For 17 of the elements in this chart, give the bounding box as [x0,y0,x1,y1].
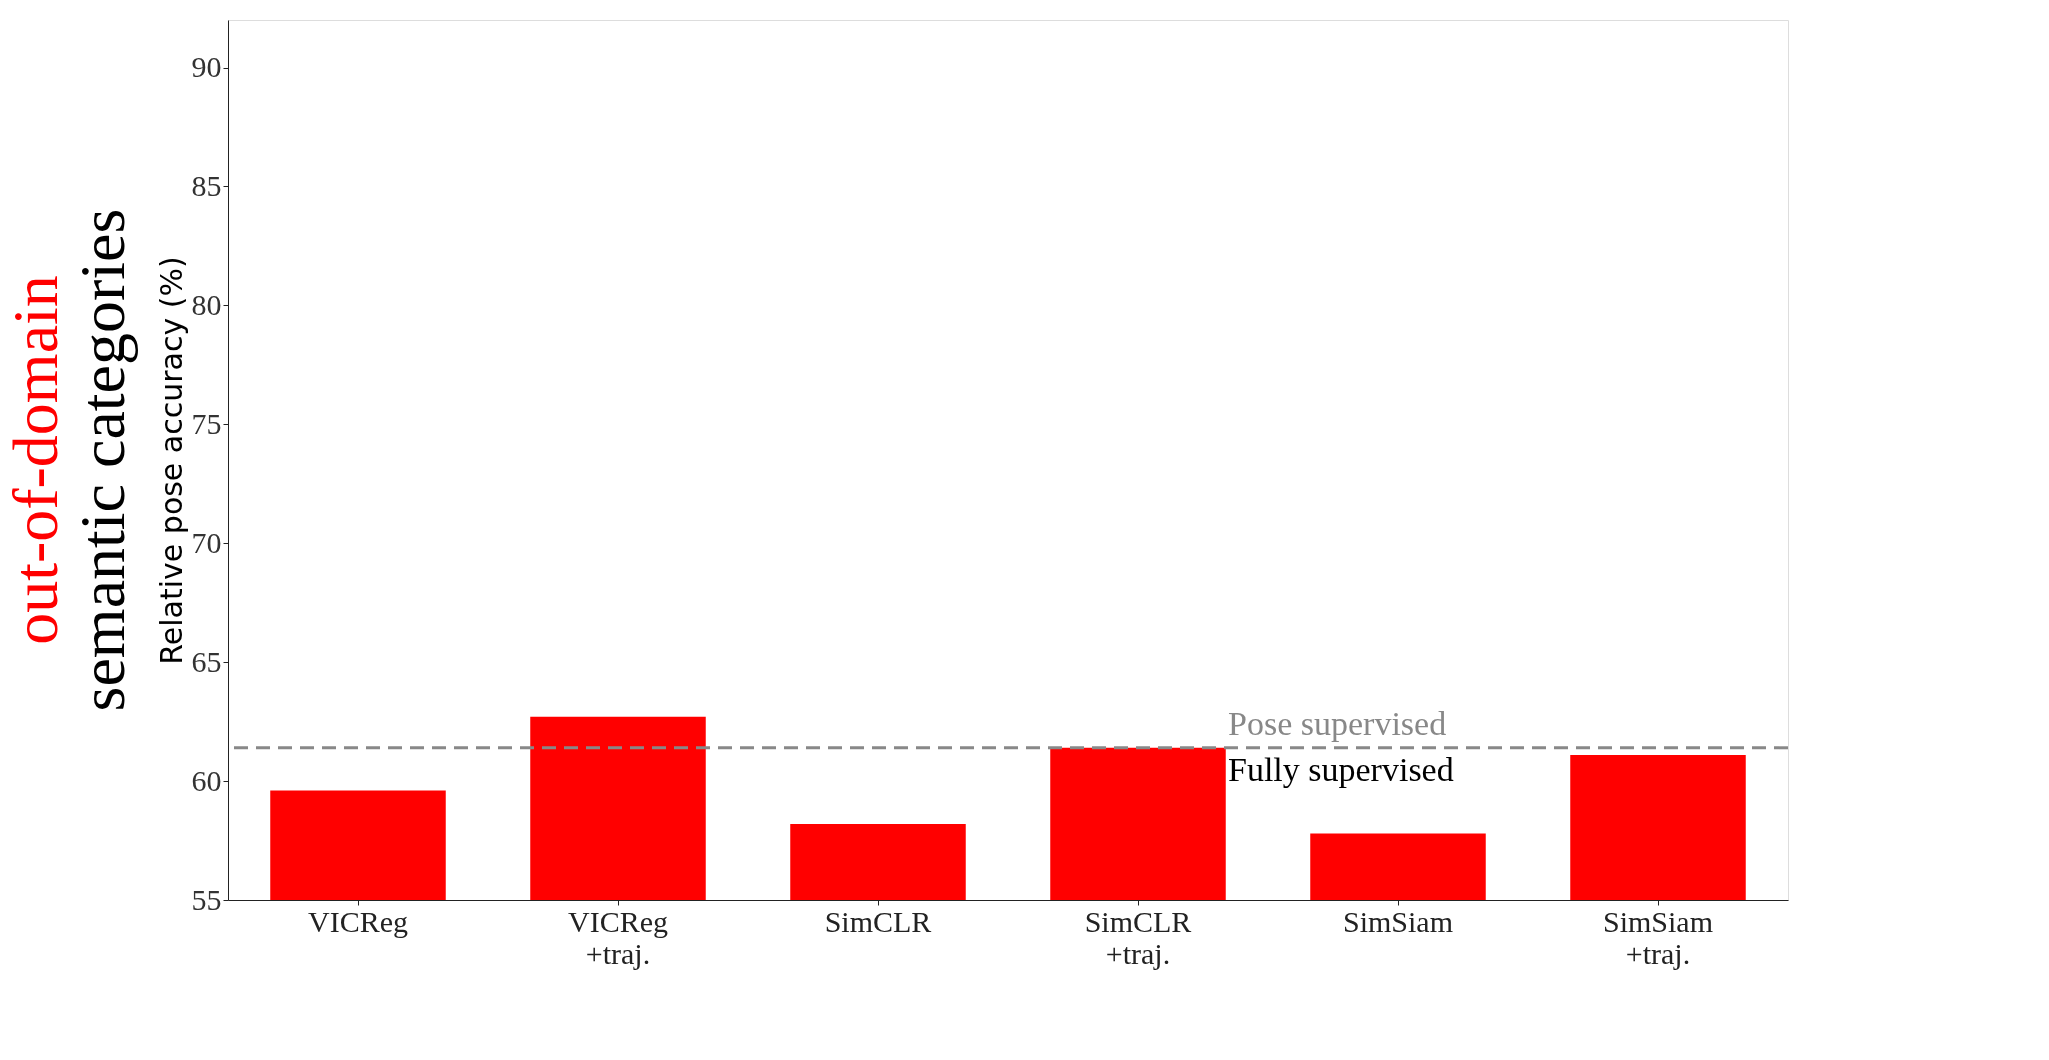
ref-line-label: Pose supervised [1228,704,1447,742]
y-tick-label: 65 [191,644,222,678]
x-tick-label: VICReg +traj. [568,904,668,970]
x-tick-label: SimSiam [1342,904,1454,938]
y-tick-label: 60 [191,763,222,797]
x-tick-label: SimCLR +traj. [1084,904,1192,970]
y-tick-label: 55 [191,882,222,916]
x-tick-label: VICReg [308,904,408,938]
x-tick-label: SimCLR [824,904,932,938]
y-axis-title: Relative pose accuracy (%) [153,256,189,665]
x-tick-label: SimSiam +traj. [1602,904,1714,970]
y-tick-label: 80 [191,287,222,321]
y-tick-label: 75 [191,406,222,440]
annotation: Fully supervised [1228,750,1454,788]
y-tick-label: 90 [191,50,222,84]
y-tick-label: 70 [191,525,222,559]
y-tick-label: 85 [191,168,222,202]
